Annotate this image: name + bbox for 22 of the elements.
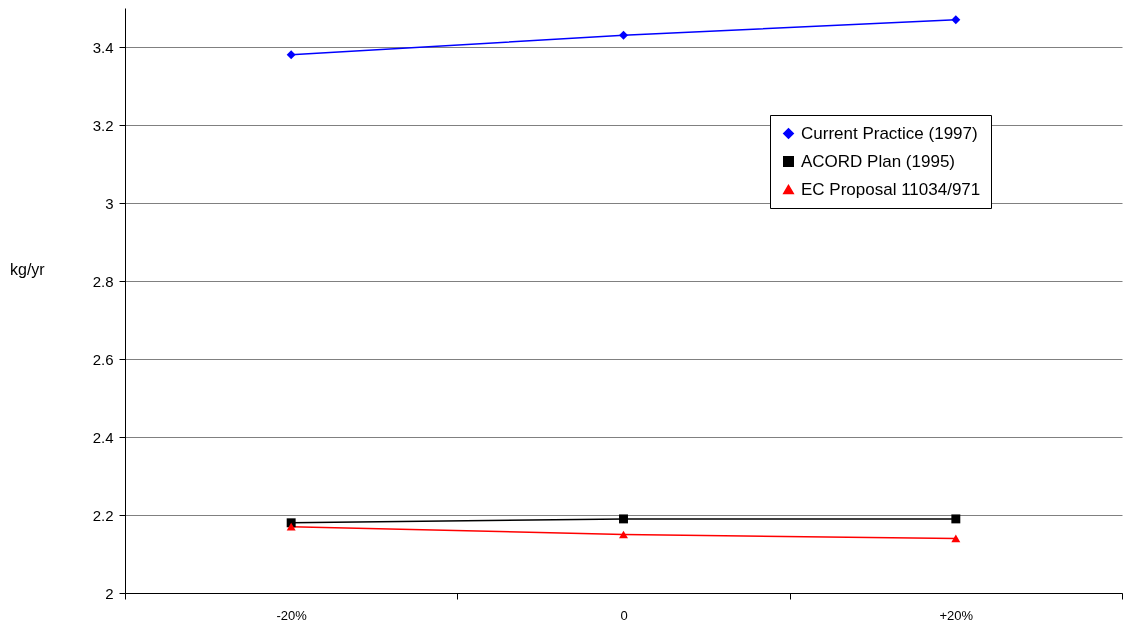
point [951,514,961,524]
legend-label: ACORD Plan (1995) [801,151,956,171]
point [619,514,628,524]
y-tick-label: 3.2 [92,116,114,134]
x-tick-label: 0 [620,607,628,623]
point [619,30,628,40]
legend-label: Current Practice (1997) [801,123,978,143]
y-tick-label: 2.8 [92,272,114,290]
y-tick-label: 2.2 [92,506,114,524]
y-axis-title: kg/yr [10,261,46,278]
y-tick-label: 2.6 [92,350,114,368]
x-tick-label: -20% [276,607,308,623]
point [286,522,296,531]
y-tick-label: 3 [105,194,114,212]
legend-label: EC Proposal 11034/971 [801,179,981,199]
y-tick-label: 2 [105,584,114,602]
y-tick-label: 2.4 [92,428,114,446]
x-tick-label: +20% [939,607,974,623]
point [951,534,961,543]
y-tick-label: 3.4 [92,38,114,56]
point [951,15,961,25]
point [286,50,296,60]
